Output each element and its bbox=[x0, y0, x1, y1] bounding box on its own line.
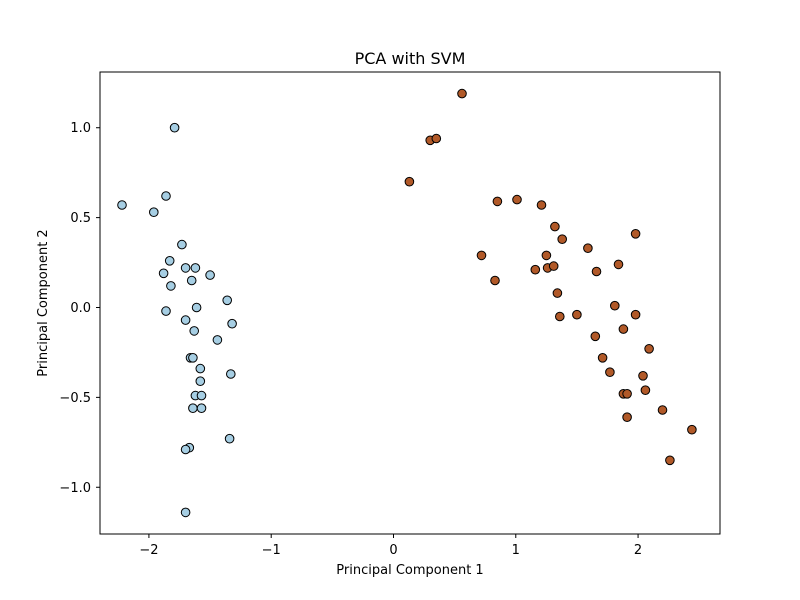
points-layer bbox=[117, 88, 697, 518]
y-tick-label-1: −0.5 bbox=[59, 391, 91, 406]
data-point-series1-18 bbox=[490, 275, 500, 286]
data-point-series1-34 bbox=[622, 412, 632, 423]
data-point-series1-27 bbox=[597, 353, 608, 363]
data-point-series1-26 bbox=[644, 344, 654, 354]
x-tick-label-4: 2 bbox=[634, 543, 642, 558]
plot-area-frame bbox=[99, 71, 721, 535]
data-point-series0-14 bbox=[191, 302, 202, 313]
data-point-series0-8 bbox=[190, 263, 201, 273]
data-point-series0-7 bbox=[180, 263, 191, 273]
data-point-series1-8 bbox=[557, 234, 568, 244]
data-point-series0-12 bbox=[222, 295, 232, 306]
data-point-series0-10 bbox=[186, 275, 197, 286]
data-point-series1-10 bbox=[583, 243, 593, 253]
data-point-series1-35 bbox=[687, 424, 697, 435]
y-tick-label-3: 0.5 bbox=[70, 211, 91, 226]
data-point-series1-12 bbox=[541, 250, 552, 261]
data-point-series0-20 bbox=[188, 353, 198, 363]
data-point-series0-22 bbox=[226, 369, 236, 379]
data-point-series0-18 bbox=[212, 335, 223, 345]
data-point-series1-29 bbox=[638, 371, 648, 381]
data-point-series0-6 bbox=[158, 268, 169, 279]
y-tick-label-4: 1.0 bbox=[70, 121, 91, 136]
data-point-series1-6 bbox=[536, 200, 547, 210]
data-point-series0-31 bbox=[180, 507, 191, 518]
data-point-series1-9 bbox=[630, 229, 641, 239]
data-point-series0-0 bbox=[169, 122, 180, 133]
data-point-series0-15 bbox=[180, 315, 191, 325]
data-point-series1-13 bbox=[613, 259, 624, 270]
y-tick-label-0: −1.0 bbox=[59, 481, 91, 496]
x-axis: −2 −1 0 1 2 bbox=[139, 534, 642, 558]
data-point-series1-3 bbox=[404, 176, 415, 187]
data-point-series0-13 bbox=[161, 306, 171, 316]
x-tick-label-3: 1 bbox=[512, 543, 520, 558]
chart-title: PCA with SVM bbox=[355, 49, 466, 68]
data-point-series0-4 bbox=[177, 239, 187, 250]
data-point-series1-19 bbox=[552, 288, 563, 298]
data-point-series0-25 bbox=[196, 390, 207, 401]
x-axis-label: Principal Component 1 bbox=[336, 563, 483, 578]
data-point-series0-16 bbox=[227, 318, 237, 329]
data-point-series0-28 bbox=[224, 433, 235, 444]
data-point-series0-2 bbox=[161, 191, 171, 201]
x-tick-label-2: 0 bbox=[389, 543, 397, 558]
data-point-series1-23 bbox=[630, 309, 641, 320]
data-point-series1-0 bbox=[457, 88, 467, 99]
data-point-series0-23 bbox=[195, 376, 206, 387]
data-point-series0-5 bbox=[164, 256, 175, 266]
data-point-series0-9 bbox=[205, 270, 215, 280]
data-point-series1-28 bbox=[605, 367, 615, 378]
data-point-series1-5 bbox=[512, 194, 522, 205]
y-axis: −1.0 −0.5 0.0 0.5 1.0 bbox=[59, 121, 100, 496]
x-tick-label-1: −1 bbox=[262, 543, 281, 558]
data-point-series1-32 bbox=[622, 389, 632, 399]
data-point-series0-26 bbox=[188, 403, 198, 414]
data-point-series1-33 bbox=[657, 405, 668, 415]
data-point-series0-11 bbox=[166, 281, 176, 291]
data-point-series0-21 bbox=[195, 363, 206, 374]
data-point-series1-36 bbox=[665, 455, 675, 466]
data-point-series0-1 bbox=[117, 200, 127, 210]
data-point-series1-2 bbox=[431, 133, 442, 144]
data-point-series0-3 bbox=[149, 207, 159, 217]
data-point-series1-17 bbox=[591, 266, 602, 277]
x-tick-label-0: −2 bbox=[139, 543, 158, 558]
data-point-series1-4 bbox=[492, 196, 503, 207]
data-point-series1-7 bbox=[550, 221, 560, 232]
data-point-series1-21 bbox=[555, 311, 565, 322]
data-point-series1-11 bbox=[476, 250, 487, 261]
data-point-series0-17 bbox=[189, 326, 199, 336]
data-point-series1-16 bbox=[548, 261, 559, 271]
data-point-series1-22 bbox=[572, 309, 582, 320]
data-point-series1-25 bbox=[590, 331, 601, 342]
data-point-series1-24 bbox=[618, 324, 629, 334]
data-point-series0-30 bbox=[180, 444, 191, 455]
y-axis-label: Principal Component 2 bbox=[36, 229, 51, 376]
data-point-series1-20 bbox=[610, 300, 620, 311]
data-point-series0-27 bbox=[196, 403, 207, 414]
data-point-series1-14 bbox=[530, 264, 541, 275]
y-tick-label-2: 0.0 bbox=[70, 301, 91, 316]
data-point-series1-30 bbox=[640, 385, 651, 396]
